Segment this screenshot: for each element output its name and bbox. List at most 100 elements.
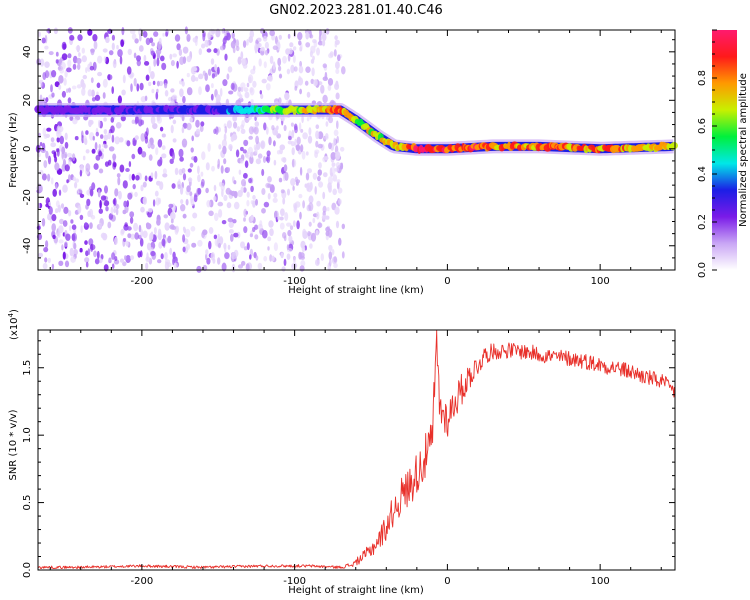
noise-cell [48, 206, 53, 215]
noise-cell [94, 142, 98, 151]
noise-cell [71, 153, 76, 162]
noise-cell [153, 31, 159, 37]
noise-cell [226, 73, 230, 80]
noise-cell [100, 195, 107, 201]
noise-cell [67, 97, 72, 104]
noise-cell [131, 33, 137, 40]
noise-cell [38, 252, 43, 258]
spectrogram-ridge [34, 103, 678, 156]
noise-cell [329, 258, 332, 267]
noise-cell [177, 184, 181, 190]
colorbar-tick-label: 0.8 [697, 70, 708, 86]
noise-cell [257, 223, 263, 230]
noise-cell [305, 151, 309, 156]
noise-cell [51, 263, 55, 270]
noise-cell [284, 171, 289, 181]
noise-cell [155, 147, 159, 156]
noise-cell [315, 130, 320, 140]
colorbar-tick-label: 0.0 [697, 262, 708, 278]
noise-cell [103, 134, 109, 141]
noise-cell [227, 167, 230, 172]
noise-cell [104, 161, 110, 167]
noise-cell [263, 201, 270, 208]
noise-cell [61, 244, 64, 251]
noise-cell [264, 41, 269, 49]
noise-cell [138, 224, 142, 233]
noise-cell [85, 163, 91, 172]
noise-cell [296, 220, 300, 230]
noise-cell [300, 128, 304, 133]
noise-cell [295, 201, 301, 208]
noise-cell [156, 57, 160, 67]
noise-cell [328, 142, 332, 150]
noise-cell [196, 265, 202, 273]
noise-cell [302, 200, 305, 209]
noise-cell [227, 217, 234, 223]
noise-cell [222, 145, 227, 155]
noise-cell [254, 121, 260, 127]
noise-cell [334, 82, 340, 90]
noise-cell [299, 265, 305, 272]
noise-cell [186, 87, 193, 96]
noise-cell [105, 36, 110, 43]
noise-cell [91, 182, 96, 191]
noise-cell [76, 189, 80, 196]
noise-cell [208, 210, 214, 217]
noise-cell [149, 137, 154, 145]
noise-cell [79, 247, 83, 253]
noise-cell [114, 136, 120, 145]
noise-cell [150, 115, 156, 125]
noise-cell [240, 124, 245, 130]
noise-cell [320, 84, 325, 94]
noise-cell [293, 256, 296, 264]
noise-cell [243, 208, 247, 218]
noise-cell [257, 43, 262, 48]
noise-cell [90, 77, 94, 84]
noise-cell [208, 227, 214, 234]
noise-cell [204, 72, 208, 82]
noise-cell [241, 260, 246, 266]
noise-cell [201, 178, 205, 187]
noise-cell [197, 239, 203, 247]
noise-cell [335, 162, 341, 169]
noise-cell [238, 169, 242, 175]
noise-cell [141, 151, 147, 158]
noise-cell [55, 51, 59, 57]
noise-cell [325, 231, 330, 237]
noise-cell [152, 123, 158, 130]
noise-cell [69, 34, 75, 41]
noise-cell [200, 171, 204, 177]
noise-cell [333, 256, 338, 263]
noise-cell [182, 173, 187, 181]
noise-cell [280, 189, 285, 194]
noise-cell [298, 40, 302, 46]
noise-cell [111, 134, 115, 143]
noise-cell [55, 148, 60, 153]
noise-cell [139, 238, 144, 247]
noise-cell [278, 177, 283, 183]
noise-cell [100, 134, 104, 139]
noise-cell [154, 190, 159, 197]
noise-cell [307, 168, 312, 174]
noise-cell [291, 263, 297, 270]
noise-cell [69, 247, 74, 257]
noise-cell [252, 200, 256, 208]
noise-cell [205, 162, 210, 171]
noise-cell [123, 200, 128, 208]
noise-cell [170, 211, 176, 220]
noise-cell [59, 218, 64, 225]
noise-cell [197, 165, 200, 175]
noise-cell [72, 235, 76, 241]
spectrogram-x-tick-label: -200 [131, 276, 154, 287]
spectrogram-x-ticks: -200 -100 0 100 [49, 30, 662, 287]
noise-cell [335, 151, 341, 160]
noise-cell [81, 47, 86, 54]
noise-cell [176, 60, 179, 69]
noise-cell [158, 37, 162, 45]
noise-cell [328, 244, 333, 252]
noise-cell [43, 160, 48, 169]
noise-cell [91, 97, 96, 102]
noise-cell [223, 35, 229, 41]
noise-cell [217, 233, 220, 239]
noise-cell [288, 235, 293, 243]
